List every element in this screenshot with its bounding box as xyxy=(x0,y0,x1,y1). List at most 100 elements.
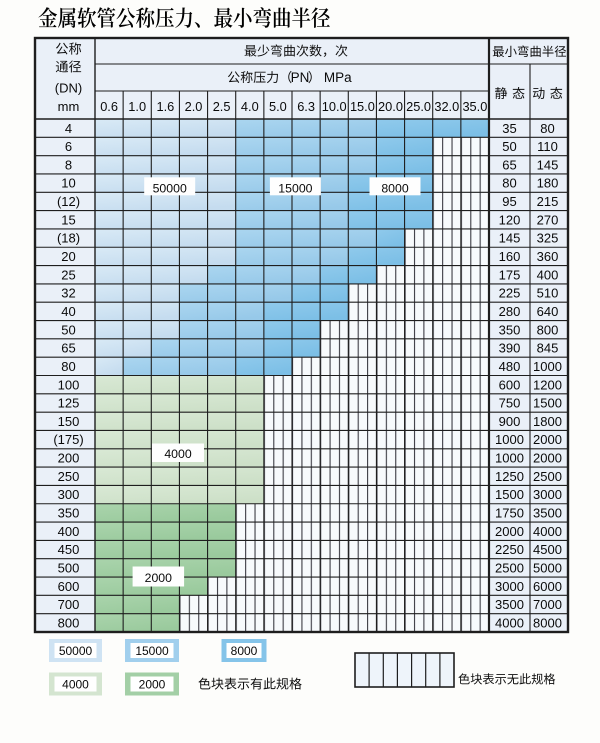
svg-text:5000: 5000 xyxy=(533,561,562,576)
svg-text:8000: 8000 xyxy=(381,182,409,196)
svg-text:8000: 8000 xyxy=(231,644,258,658)
svg-text:3500: 3500 xyxy=(533,506,562,521)
svg-text:6: 6 xyxy=(65,139,72,154)
svg-text:3000: 3000 xyxy=(495,579,524,594)
svg-text:(18): (18) xyxy=(57,231,80,246)
svg-text:6.3: 6.3 xyxy=(297,99,315,114)
svg-text:(175): (175) xyxy=(53,432,83,447)
svg-text:65: 65 xyxy=(502,157,516,172)
svg-text:80: 80 xyxy=(540,121,554,136)
svg-text:MPa: MPa xyxy=(324,70,352,85)
svg-text:2000: 2000 xyxy=(533,432,562,447)
svg-text:2.5: 2.5 xyxy=(213,99,231,114)
svg-text:215: 215 xyxy=(537,194,559,209)
svg-text:325: 325 xyxy=(537,231,559,246)
svg-text:1500: 1500 xyxy=(533,396,562,411)
svg-text:800: 800 xyxy=(537,322,559,337)
svg-text:15.0: 15.0 xyxy=(350,99,375,114)
svg-text:50: 50 xyxy=(502,139,516,154)
svg-text:32: 32 xyxy=(61,286,75,301)
svg-text:2500: 2500 xyxy=(533,469,562,484)
svg-text:(12): (12) xyxy=(57,194,80,209)
svg-text:225: 225 xyxy=(499,286,521,301)
svg-text:1000: 1000 xyxy=(495,432,524,447)
svg-text:25.0: 25.0 xyxy=(406,99,431,114)
svg-text:80: 80 xyxy=(61,359,75,374)
svg-text:(DN): (DN) xyxy=(55,81,82,96)
svg-text:600: 600 xyxy=(58,579,80,594)
svg-text:35.0: 35.0 xyxy=(462,99,487,114)
svg-text:480: 480 xyxy=(499,359,521,374)
svg-text:32.0: 32.0 xyxy=(434,99,459,114)
svg-text:300: 300 xyxy=(58,487,80,502)
svg-text:400: 400 xyxy=(58,524,80,539)
svg-text:360: 360 xyxy=(537,249,559,264)
svg-text:2.0: 2.0 xyxy=(185,99,203,114)
svg-text:160: 160 xyxy=(499,249,521,264)
svg-text:120: 120 xyxy=(499,212,521,227)
svg-text:400: 400 xyxy=(537,267,559,282)
svg-text:1000: 1000 xyxy=(533,359,562,374)
svg-text:20: 20 xyxy=(61,249,75,264)
svg-text:110: 110 xyxy=(537,139,558,154)
svg-text:3500: 3500 xyxy=(495,597,524,612)
svg-text:2000: 2000 xyxy=(533,451,562,466)
svg-text:280: 280 xyxy=(499,304,521,319)
svg-text:1500: 1500 xyxy=(495,487,524,502)
svg-text:145: 145 xyxy=(499,231,521,246)
svg-text:50000: 50000 xyxy=(153,182,187,196)
svg-text:845: 845 xyxy=(537,341,559,356)
svg-text:700: 700 xyxy=(58,597,80,612)
svg-text:4: 4 xyxy=(65,121,72,136)
svg-text:0.6: 0.6 xyxy=(100,99,118,114)
svg-text:95: 95 xyxy=(502,194,516,209)
svg-text:4000: 4000 xyxy=(495,615,524,630)
svg-text:1250: 1250 xyxy=(495,469,524,484)
svg-text:8000: 8000 xyxy=(533,615,562,630)
svg-text:2000: 2000 xyxy=(139,677,166,691)
svg-text:450: 450 xyxy=(58,542,80,557)
svg-text:8: 8 xyxy=(65,157,72,172)
svg-text:40: 40 xyxy=(61,304,75,319)
svg-text:15000: 15000 xyxy=(278,182,312,196)
svg-text:15000: 15000 xyxy=(135,644,169,658)
svg-text:35: 35 xyxy=(502,121,516,136)
svg-text:50: 50 xyxy=(61,322,75,337)
svg-text:600: 600 xyxy=(499,377,521,392)
svg-text:145: 145 xyxy=(537,157,559,172)
svg-text:80: 80 xyxy=(502,176,516,191)
svg-text:900: 900 xyxy=(499,414,521,429)
svg-text:2250: 2250 xyxy=(495,542,524,557)
svg-text:100: 100 xyxy=(58,377,80,392)
svg-text:510: 510 xyxy=(537,286,559,301)
svg-text:PN: PN xyxy=(291,70,310,85)
svg-text:180: 180 xyxy=(537,176,559,191)
svg-text:mm: mm xyxy=(58,99,80,114)
svg-text:5.0: 5.0 xyxy=(269,99,287,114)
svg-text:1000: 1000 xyxy=(495,451,524,466)
svg-text:250: 250 xyxy=(58,469,80,484)
svg-text:2000: 2000 xyxy=(495,524,524,539)
svg-text:200: 200 xyxy=(58,451,80,466)
svg-text:4.0: 4.0 xyxy=(241,99,259,114)
svg-text:800: 800 xyxy=(58,615,80,630)
svg-text:2500: 2500 xyxy=(495,561,524,576)
svg-text:4000: 4000 xyxy=(533,524,562,539)
svg-text:1800: 1800 xyxy=(533,414,562,429)
svg-text:500: 500 xyxy=(58,561,80,576)
svg-text:15: 15 xyxy=(61,212,75,227)
svg-text:4500: 4500 xyxy=(533,542,562,557)
svg-text:350: 350 xyxy=(58,506,80,521)
svg-text:270: 270 xyxy=(537,212,559,227)
svg-text:3000: 3000 xyxy=(533,487,562,502)
svg-text:10.0: 10.0 xyxy=(322,99,347,114)
svg-text:2000: 2000 xyxy=(145,571,173,585)
svg-text:1200: 1200 xyxy=(533,377,562,392)
svg-text:125: 125 xyxy=(58,396,80,411)
svg-text:25: 25 xyxy=(61,267,75,282)
svg-text:1750: 1750 xyxy=(495,506,524,521)
svg-text:7000: 7000 xyxy=(533,597,562,612)
svg-text:6000: 6000 xyxy=(533,579,562,594)
svg-text:50000: 50000 xyxy=(59,644,93,658)
svg-text:4000: 4000 xyxy=(62,677,89,691)
